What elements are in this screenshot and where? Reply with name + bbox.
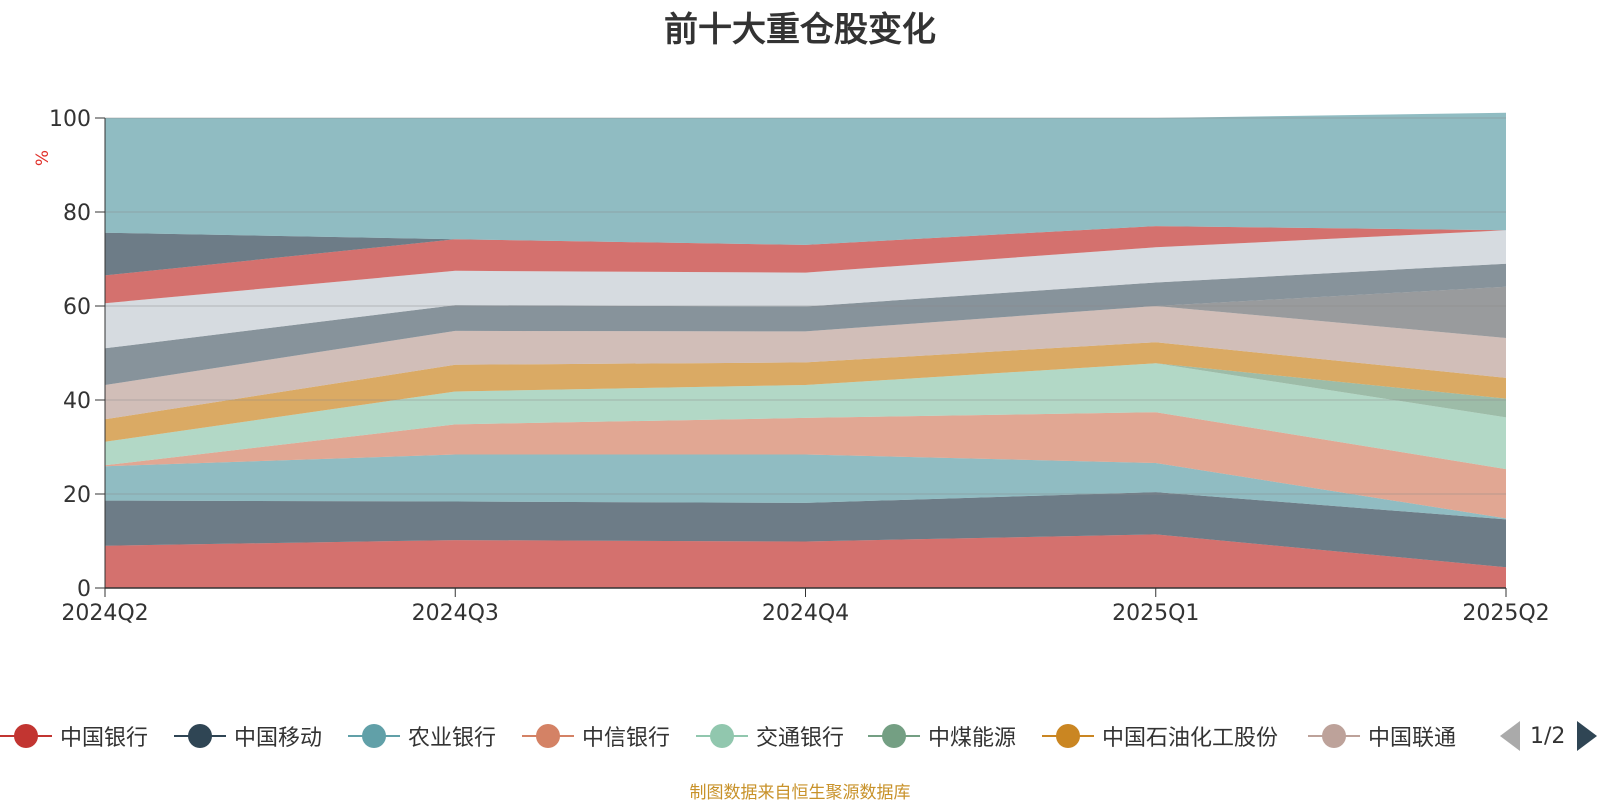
x-tick-label: 2024Q4	[762, 601, 849, 626]
area-series-1	[105, 492, 1506, 568]
x-tick-label: 2025Q2	[1462, 601, 1549, 626]
area-series-3	[105, 412, 1506, 519]
legend-item[interactable]: 中国银行	[0, 716, 148, 756]
y-tick-label: 80	[63, 201, 91, 226]
legend-item[interactable]: 中煤能源	[868, 716, 1016, 756]
legend: 中国银行 中国移动 农业银行 中信银行 交通银行 中煤能源 中国石油化工股份 中国联通 1/2	[0, 716, 1600, 756]
legend-label: 中国移动	[234, 726, 323, 751]
legend-marker-icon	[174, 722, 226, 750]
legend-label: 农业银行	[408, 726, 497, 751]
legend-marker-icon	[522, 722, 574, 750]
legend-label: 中信银行	[582, 726, 671, 751]
legend-item[interactable]: 农业银行	[348, 716, 496, 756]
legend-next-icon[interactable]	[1577, 721, 1598, 751]
area-series-13	[105, 112, 1506, 245]
y-tick-label: 60	[63, 295, 91, 320]
legend-marker-icon	[0, 722, 52, 750]
legend-item[interactable]: 中信银行	[522, 716, 670, 756]
y-axis-label: %	[33, 150, 53, 166]
legend-marker-icon	[1042, 722, 1094, 750]
area-series-2	[105, 454, 1506, 520]
legend-marker-icon	[348, 722, 400, 750]
legend-label: 中煤能源	[928, 726, 1017, 751]
legend-label: 中国银行	[60, 726, 149, 751]
legend-page-indicator: 1/2	[1530, 723, 1566, 749]
x-tick-label: 2024Q2	[61, 601, 148, 626]
y-tick-label: 100	[49, 107, 91, 132]
source-note: 制图数据来自恒生聚源数据库	[689, 783, 911, 803]
axes-layer: 0 20 40 60 80 100 2024Q2 2024Q3 2024Q4 2025Q1 2025…	[33, 107, 1550, 626]
area-series-11	[105, 226, 1506, 304]
grid-layer	[105, 117, 1506, 495]
legend-item[interactable]: 中国联通	[1308, 716, 1456, 756]
legend-label: 中国石油化工股份	[1102, 726, 1279, 751]
x-tick-label: 2025Q1	[1112, 601, 1199, 626]
x-tick-label: 2024Q3	[412, 601, 499, 626]
area-series-8	[105, 286, 1506, 385]
legend-prev-icon[interactable]	[1500, 721, 1520, 751]
area-series-6	[105, 342, 1506, 442]
area-series-0	[105, 534, 1506, 588]
area-layer	[105, 112, 1506, 588]
area-series-10	[105, 230, 1506, 349]
legend-label: 交通银行	[756, 726, 845, 751]
area-series-9	[105, 263, 1506, 385]
chart-title: 前十大重仓股变化	[664, 10, 936, 50]
y-tick-label: 40	[63, 389, 91, 414]
legend-item[interactable]: 中国移动	[174, 716, 322, 756]
legend-viewport: 中国银行 中国移动 农业银行 中信银行 交通银行 中煤能源 中国石油化工股份 中国联通	[0, 716, 1482, 756]
y-tick-label: 20	[63, 483, 91, 508]
y-tick-label: 0	[77, 577, 91, 602]
legend-item[interactable]: 交通银行	[696, 716, 844, 756]
legend-label: 中国联通	[1368, 726, 1457, 751]
legend-item[interactable]: 中国石油化工股份	[1042, 716, 1278, 756]
legend-marker-icon	[696, 722, 748, 750]
area-series-7	[105, 306, 1506, 420]
area-series-4	[105, 363, 1506, 470]
legend-pager: 1/2	[1500, 716, 1598, 756]
legend-marker-icon	[1308, 722, 1360, 750]
legend-marker-icon	[868, 722, 920, 750]
